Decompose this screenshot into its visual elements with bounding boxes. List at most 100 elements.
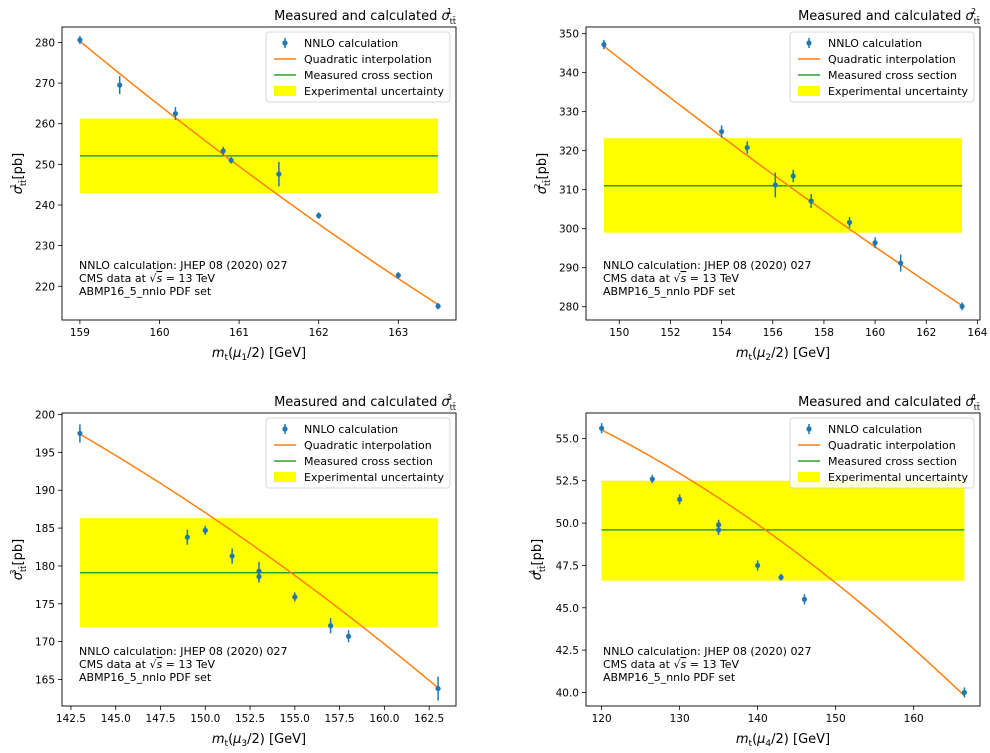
y-tick-label: 47.5 [556,560,579,572]
x-tick-label: 160.0 [369,713,399,725]
note-source: NNLO calculation: JHEP 08 (2020) 027 [79,259,287,272]
x-tick-label: 162 [309,327,329,339]
legend: NNLO calculation Quadratic interpolation M… [789,417,975,489]
data-point [898,260,904,266]
data-point [172,110,179,117]
data-point [872,240,878,246]
x-tick-label: 159 [70,327,90,339]
y-axis-label: σtt̄4 [pb] [528,539,547,580]
x-tick-label: 140 [748,713,768,725]
data-point [677,496,683,502]
data-point [716,527,722,533]
x-tick-label: 162 [916,327,936,339]
data-point [77,430,83,437]
legend-label-nnlo: NNLO calculation [304,37,398,50]
data-point [801,596,808,602]
legend-box [265,417,451,489]
note-data: CMS data at √s = 13 TeV [603,272,740,285]
data-point [790,173,796,179]
y-tick-label: 230 [35,241,55,253]
legend-marker-point [282,40,288,46]
legend-label-unc: Experimental uncertainty [828,471,969,484]
legend-label-quad: Quadratic interpolation [304,439,432,452]
panel-1: 159 160 161 162 163 220 230 240 250 260 270 280 Meas… [9,7,457,363]
chart-title: Measured and calculated σtt̄4 [798,393,980,412]
panel-4: 120 130 140 150 160 40.0 42.5 45.0 47.5 50.0 52.5 5… [528,393,981,749]
legend: NNLO calculation Quadratic interpolation M… [265,31,451,103]
x-tick-label: 152.5 [235,713,265,725]
y-axis-label: σtt̄2 [pb] [533,153,552,194]
interpolation-curve [601,429,965,697]
x-axis-label: mt(μ3/2) [GeV] [212,732,306,749]
y-tick-label: 190 [35,485,55,497]
data-point [808,198,814,204]
y-tick-label: 310 [559,185,579,197]
x-axis-label: mt(μ4/2) [GeV] [736,732,830,749]
y-tick-label: 330 [559,107,579,119]
legend-label-meas: Measured cross section [304,69,433,82]
legend-marker-patch [798,86,820,96]
x-tick-label: 162.5 [414,713,444,725]
y-tick-label: 340 [559,68,579,80]
data-point [256,573,262,580]
legend-label-nnlo: NNLO calculation [304,423,398,436]
legend-marker-patch [798,472,820,482]
x-tick-label: 130 [670,713,690,725]
data-point [755,562,761,569]
x-axis-label: mt(μ2/2) [GeV] [736,346,830,363]
note-data: CMS data at √s = 13 TeV [603,658,740,671]
x-tick-label: 160 [904,713,924,725]
note-data: CMS data at √s = 13 TeV [79,658,216,671]
note-data: CMS data at √s = 13 TeV [79,272,216,285]
y-axis-label: σtt̄1 [pb] [9,153,28,194]
legend-label-unc: Experimental uncertainty [828,85,969,98]
legend-label-meas: Measured cross section [304,455,433,468]
note-source: NNLO calculation: JHEP 08 (2020) 027 [603,645,811,658]
data-point [292,594,298,600]
note-pdf: ABMP16_5_nnlo PDF set [603,285,736,298]
axes-frame [61,412,457,707]
data-point [220,148,226,154]
y-tick-label: 200 [35,410,55,422]
data-point [601,41,607,48]
panel-2: 150 152 154 156 158 160 162 164 280 290 300 310 320 3… [533,7,988,363]
axes-frame [61,26,457,321]
data-point [435,303,441,309]
y-tick-label: 280 [559,302,579,314]
panel-3: 142.5 145.0 147.5 150.0 152.5 155.0 157.5 160.0… [9,393,457,749]
x-tick-label: 150.0 [190,713,220,725]
y-tick-label: 52.5 [556,476,579,488]
data-point [846,219,853,226]
y-tick-label: 195 [35,447,55,459]
chart-title: Measured and calculated σtt̄3 [274,393,456,412]
data-point [772,182,778,188]
y-tick-label: 175 [35,599,55,611]
legend-label-unc: Experimental uncertainty [304,471,445,484]
data-point [778,574,784,580]
y-tick-label: 42.5 [556,645,579,657]
legend-label-quad: Quadratic interpolation [828,53,956,66]
x-tick-label: 163 [388,327,408,339]
legend: NNLO calculation Quadratic interpolation M… [265,417,451,489]
axes-frame [585,412,981,707]
y-tick-label: 55.0 [556,433,579,445]
y-tick-label: 180 [35,561,55,573]
legend-label-meas: Measured cross section [828,455,957,468]
y-tick-label: 250 [35,159,55,171]
legend-box [789,31,975,103]
y-tick-label: 350 [559,29,579,41]
chart-title: Measured and calculated σtt̄2 [798,7,980,26]
legend: NNLO calculation Quadratic interpolation M… [789,31,975,103]
data-point [435,685,441,692]
legend-marker-point [806,40,812,46]
interpolation-curve [79,40,439,306]
note-pdf: ABMP16_5_nnlo PDF set [603,671,736,684]
x-tick-label: 157.5 [325,713,355,725]
note-source: NNLO calculation: JHEP 08 (2020) 027 [603,259,811,272]
legend-marker-point [282,426,288,432]
note-source: NNLO calculation: JHEP 08 (2020) 027 [79,645,287,658]
x-tick-label: 155.0 [280,713,310,725]
x-tick-label: 142.5 [56,713,86,725]
x-tick-label: 150 [826,713,846,725]
